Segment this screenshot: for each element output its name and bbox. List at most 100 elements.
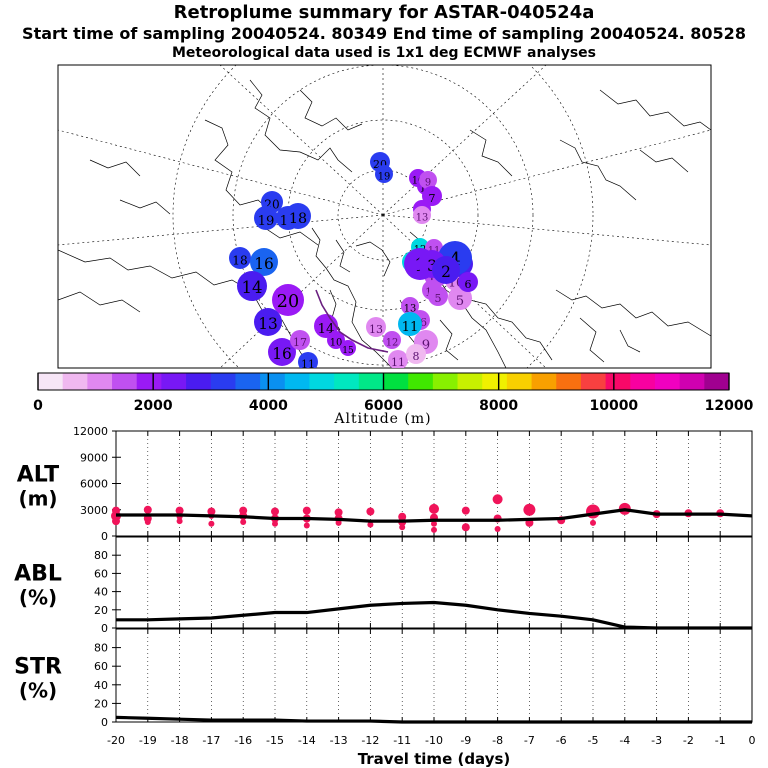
colorbar-tick-label: 10000 <box>589 398 638 414</box>
map-plume-marker <box>327 331 345 349</box>
colorbar-swatch <box>235 373 261 390</box>
x-tick-label: -20 <box>107 734 125 747</box>
colorbar-swatch <box>186 373 212 390</box>
x-tick-label: 0 <box>749 734 756 747</box>
x-axis-label: Travel time (days) <box>358 750 511 768</box>
panel-y-tick-label: 6000 <box>80 478 108 491</box>
map-plume-day-label: 11 <box>402 320 419 335</box>
panel-y-tick-label: 80 <box>94 642 108 655</box>
colorbar-swatch <box>704 373 730 390</box>
map-plume-marker <box>422 186 442 206</box>
x-tick-label: -19 <box>139 734 157 747</box>
panel-ylabel: ALT <box>17 463 59 488</box>
colorbar-swatch <box>654 373 681 390</box>
colorbar-swatch <box>284 373 310 390</box>
colorbar-swatch <box>260 373 286 390</box>
panel-frame <box>115 536 753 629</box>
colorbar-swatch <box>531 373 557 390</box>
series-line-str <box>115 715 752 724</box>
map-plume-day-label: 11 <box>301 358 315 371</box>
map-plume-marker <box>388 350 408 368</box>
panel-y-tick-label: 12000 <box>73 425 108 438</box>
altitude-scatter-point <box>208 520 215 527</box>
colorbar-swatch <box>210 373 236 390</box>
altitude-scatter-point <box>271 507 279 516</box>
colorbar-swatch <box>580 373 607 390</box>
x-tick-label: -16 <box>234 734 252 747</box>
x-tick-label: -6 <box>556 734 567 747</box>
map-plume-marker <box>383 331 401 349</box>
altitude-scatter-point <box>207 507 216 516</box>
panel-y-tick-label: 40 <box>94 679 108 692</box>
map-plume-day-label: 11 <box>391 356 405 369</box>
colorbar-swatch <box>408 373 434 390</box>
altitude-scatter-point <box>461 523 470 532</box>
map-plume-marker <box>413 206 431 224</box>
altitude-scatter-point <box>429 503 439 514</box>
colorbar-tick-label: 6000 <box>364 398 403 414</box>
map-plume-marker <box>428 286 448 306</box>
x-tick-label: -1 <box>715 734 726 747</box>
map-plume-marker <box>398 312 422 336</box>
map-plume-day-label: 20 <box>277 292 299 312</box>
colorbar-label: Altitude (m) <box>333 411 431 427</box>
colorbar-swatch <box>679 373 705 390</box>
map-plume-day-label: 10 <box>330 337 343 348</box>
panel-y-tick-label: 0 <box>101 622 108 635</box>
x-tick-label: -18 <box>171 734 189 747</box>
panel-y-tick-label: 60 <box>94 567 108 580</box>
map-plume-day-label: 8 <box>413 350 420 363</box>
map-plume-day-label: 13 <box>369 323 383 336</box>
map-plume-day-label: 9 <box>425 177 431 188</box>
map-plume-day-label: 13 <box>258 315 278 333</box>
map-plume-day-label: 12 <box>386 337 399 348</box>
colorbar-swatch <box>309 373 335 390</box>
colorbar-swatch <box>482 373 508 390</box>
panel-alt: 0 3000 6000 9000 12000 ALT(m) <box>17 425 753 543</box>
map-plume-marker <box>285 203 311 229</box>
x-tick-label: -9 <box>460 734 471 747</box>
map-plume-marker <box>298 352 318 368</box>
map-plume-day-label: 16 <box>412 175 425 186</box>
map-plume-marker <box>340 340 356 356</box>
colorbar-swatch <box>432 373 459 390</box>
map-plume-day-label: 5 <box>435 292 442 305</box>
map-plume-marker <box>237 271 267 301</box>
map-plume-day-label: 9 <box>422 338 430 353</box>
x-tick-label: -11 <box>393 734 411 747</box>
map-plume-marker <box>432 256 460 284</box>
colorbar-swatch <box>457 373 483 390</box>
panel-y-tick-label: 20 <box>94 604 108 617</box>
map-plume-day-label: 2 <box>441 263 451 281</box>
map-plume-day-label: 3 <box>427 257 437 275</box>
altitude-scatter-point <box>523 503 536 516</box>
panel-abl: 0 20 40 60 80 ABL(%) <box>14 536 753 635</box>
x-tick-label: -7 <box>524 734 535 747</box>
altitude-scatter-point <box>334 508 343 517</box>
colorbar-swatch <box>87 373 113 390</box>
panel-y-tick-label: 3000 <box>80 504 108 517</box>
chart-title: Retroplume summary for ASTAR-040524a <box>173 2 595 23</box>
colorbar-swatch <box>62 373 88 390</box>
colorbar-swatch <box>38 373 64 390</box>
map-trajectory-line <box>315 289 389 353</box>
met-data-note: Meteorological data used is 1x1 deg ECMW… <box>172 45 596 61</box>
map-plume-day-label: 18 <box>289 211 307 227</box>
colorbar-swatch <box>630 373 656 390</box>
x-tick-label: -13 <box>330 734 348 747</box>
map-plume-day-label: 18 <box>232 254 247 268</box>
panel-y-tick-label: 0 <box>101 530 108 543</box>
altitude-scatter-point <box>302 506 311 515</box>
colorbar-swatch <box>136 373 162 390</box>
map-plume-marker <box>254 308 282 336</box>
map-panel: 2019161718201917181816142013161714101511… <box>57 64 712 371</box>
map-plume-day-label: 16 <box>254 255 274 273</box>
altitude-scatter-point <box>112 517 120 526</box>
map-plume-day-label: 6 <box>465 278 472 291</box>
map-plume-day-label: 7 <box>429 192 436 205</box>
altitude-scatter-point <box>335 519 342 526</box>
panel-ylabel: STR <box>14 655 62 680</box>
altitude-scatter-point <box>366 507 375 516</box>
map-plume-marker <box>458 272 478 292</box>
map-plume-marker <box>254 206 278 230</box>
